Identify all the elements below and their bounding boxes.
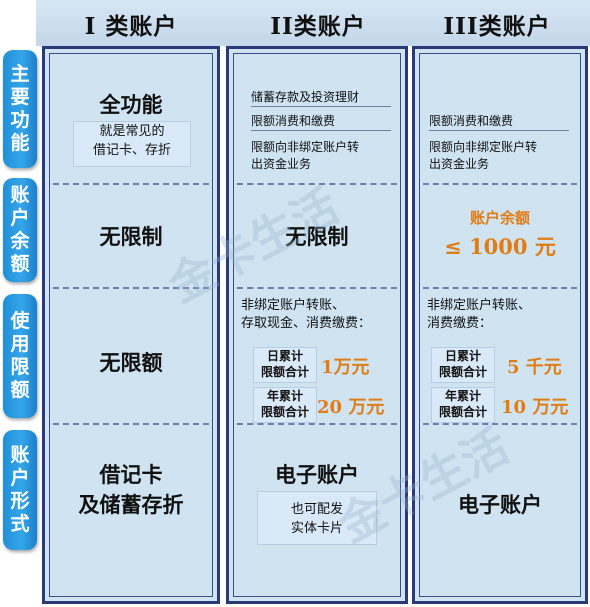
c1-function-note: 就是常见的 借记卡、存折: [73, 121, 191, 167]
c2-func-1: 储蓄存款及投资理财: [251, 89, 391, 107]
row-label-form: 账户形式: [3, 430, 37, 550]
header-class-2: II类账户: [270, 13, 366, 40]
c1-form-line1: 借记卡: [99, 463, 163, 487]
c1-function: 全功能: [99, 93, 163, 117]
header-band: [36, 0, 590, 46]
c3-daily-value: 5 千元: [507, 357, 562, 378]
c1-balance: 无限制: [99, 225, 163, 249]
c2-func-3: 限额向非绑定账户转 出资金业务: [251, 140, 360, 171]
c2-form-note: 也可配发 实体卡片: [257, 491, 377, 545]
c2-yearly-label: 年累计 限额合计: [253, 387, 317, 423]
c2-form: 电子账户: [275, 463, 359, 487]
row-label-function: 主要功能: [3, 50, 37, 168]
c2-func-2: 限额消费和缴费: [251, 113, 391, 131]
c2-daily-label: 日累计 限额合计: [253, 347, 317, 383]
column-class-2: 储蓄存款及投资理财 限额消费和缴费 限额向非绑定账户转 出资金业务 无限制 非绑…: [226, 46, 408, 604]
c3-yearly-label: 年累计 限额合计: [431, 387, 495, 423]
c3-daily-label: 日累计 限额合计: [431, 347, 495, 383]
c3-yearly-value: 10 万元: [501, 397, 569, 418]
c2-yearly-value: 20 万元: [317, 397, 385, 418]
c1-limit: 无限额: [99, 351, 163, 375]
c3-balance-label: 账户余额: [469, 209, 530, 227]
header-class-1: I 类账户: [84, 13, 178, 40]
row-label-balance: 账户余额: [3, 178, 37, 282]
column-class-3: 限额消费和缴费 限额向非绑定账户转 出资金业务 账户余额 ≤ 1000 元 非绑…: [412, 46, 588, 604]
c2-balance: 无限制: [285, 225, 349, 249]
header-class-3: III类账户: [443, 13, 551, 40]
c2-limit-note: 非绑定账户转账、 存取现金、消费缴费：: [241, 298, 372, 331]
c3-limit-note: 非绑定账户转账、 消费缴费：: [427, 298, 532, 331]
c3-func-1: 限额消费和缴费: [429, 113, 569, 131]
c2-daily-value: 1万元: [321, 357, 370, 378]
row-label-limit: 使用限额: [3, 294, 37, 418]
column-class-1: 全功能 就是常见的 借记卡、存折 无限制 无限额 借记卡 及储蓄存折: [42, 46, 220, 604]
c3-balance-value: ≤ 1000 元: [444, 234, 556, 259]
c3-func-2: 限额向非绑定账户转 出资金业务: [429, 140, 538, 171]
c3-form: 电子账户: [458, 493, 542, 517]
c1-form-line2: 及储蓄存折: [78, 493, 184, 517]
